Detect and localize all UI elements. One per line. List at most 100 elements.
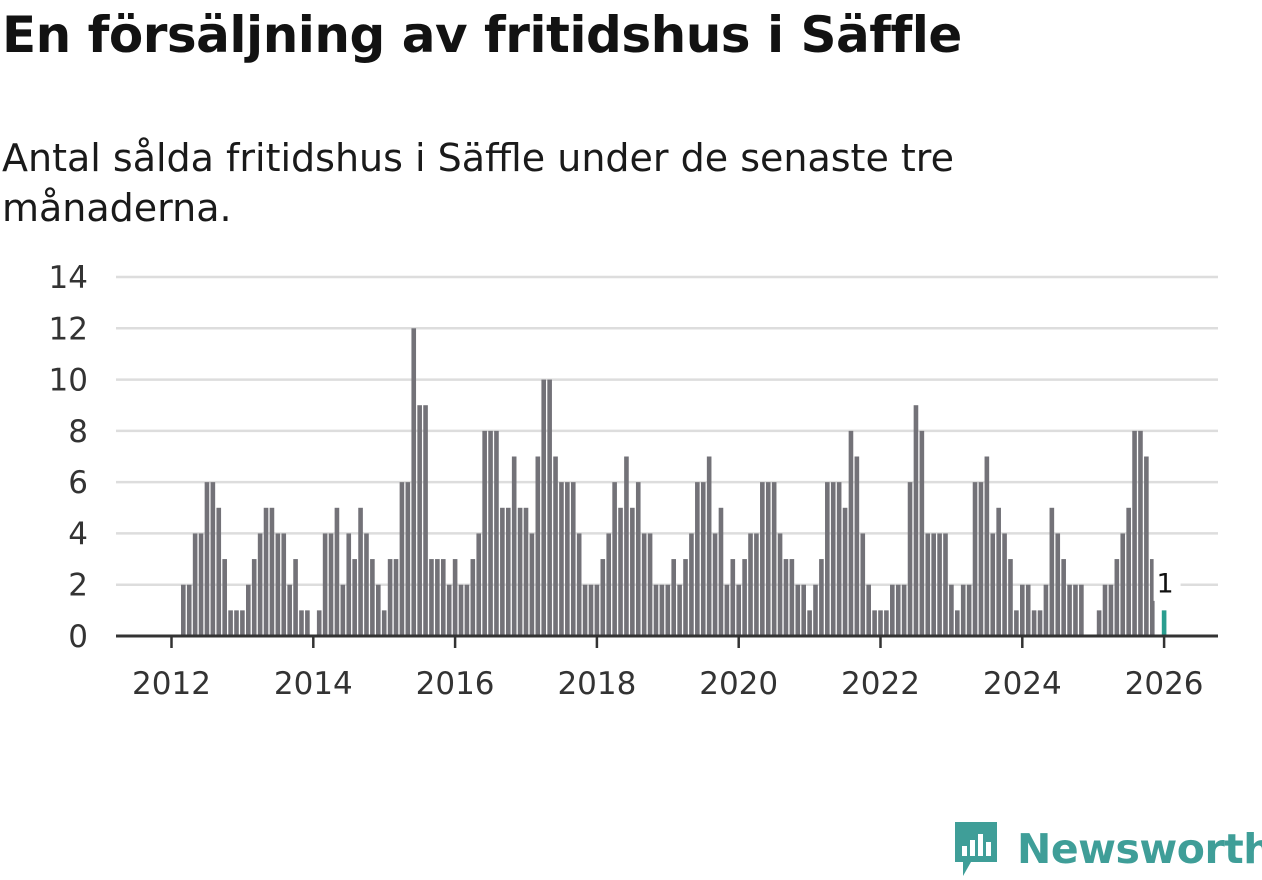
bar xyxy=(263,507,269,636)
bar xyxy=(624,456,629,636)
bar xyxy=(742,559,747,636)
bar xyxy=(186,584,192,636)
bar xyxy=(435,559,440,636)
bar xyxy=(458,584,464,636)
newsworthy-logo[interactable]: Newsworthy xyxy=(951,818,1262,880)
bar xyxy=(1073,584,1078,636)
bar xyxy=(612,482,617,636)
bar xyxy=(482,430,487,636)
bar xyxy=(736,584,742,636)
bar xyxy=(1120,533,1126,636)
bar xyxy=(872,610,877,636)
x-tick-label: 2014 xyxy=(274,666,353,702)
bar xyxy=(452,559,458,636)
bar xyxy=(399,482,405,636)
bar xyxy=(246,584,251,636)
bar xyxy=(541,379,547,636)
bar xyxy=(990,533,996,636)
bar xyxy=(511,456,517,636)
bar xyxy=(1037,610,1043,636)
bar xyxy=(1020,584,1025,636)
bar xyxy=(819,559,824,636)
y-tick-label: 4 xyxy=(68,516,88,552)
bar xyxy=(1043,584,1049,636)
bar xyxy=(860,533,866,636)
bar xyxy=(234,610,239,636)
bar xyxy=(689,533,694,636)
x-tick-label: 2026 xyxy=(1125,666,1204,702)
bar xyxy=(1096,610,1102,636)
bar xyxy=(836,482,842,636)
bar xyxy=(446,584,452,636)
bar xyxy=(570,482,576,636)
annotation-callout xyxy=(1153,557,1181,610)
bars xyxy=(181,328,1167,636)
bar xyxy=(700,482,706,636)
bar xyxy=(228,610,233,636)
bar xyxy=(618,507,623,636)
bar xyxy=(417,405,422,636)
bar xyxy=(405,482,411,636)
bar xyxy=(559,482,564,636)
bar xyxy=(1132,430,1137,636)
bar xyxy=(760,482,765,636)
bar xyxy=(582,584,588,636)
bar xyxy=(316,610,322,636)
bar xyxy=(594,584,600,636)
bar xyxy=(505,507,511,636)
bar xyxy=(878,610,883,636)
annotation-label: 1 xyxy=(1157,568,1174,599)
bar xyxy=(949,584,954,636)
newsworthy-logo-icon xyxy=(955,822,997,876)
bar xyxy=(600,559,606,636)
bar xyxy=(411,328,417,636)
bar xyxy=(275,533,281,636)
bar xyxy=(387,559,393,636)
bar xyxy=(630,507,635,636)
bar xyxy=(901,584,907,636)
bar xyxy=(695,482,700,636)
highlight-annotation: 1 xyxy=(1153,557,1181,610)
x-axis: 2012 2014 2016 2018 2020 2022 2024 2026 xyxy=(132,636,1204,702)
bar xyxy=(955,610,960,636)
bar xyxy=(1014,610,1019,636)
bar xyxy=(181,584,186,636)
bar xyxy=(795,584,801,636)
x-tick-label: 2022 xyxy=(841,666,920,702)
brand-name: Newsworthy xyxy=(1017,825,1262,873)
bar xyxy=(665,584,671,636)
bar xyxy=(565,482,570,636)
bar xyxy=(801,584,806,636)
bar xyxy=(647,533,653,636)
bar xyxy=(1114,559,1120,636)
bar xyxy=(523,507,529,636)
bar xyxy=(907,482,913,636)
y-tick-label: 8 xyxy=(68,414,88,450)
bar xyxy=(866,584,871,636)
bar xyxy=(210,482,216,636)
bar xyxy=(771,482,777,636)
bar xyxy=(854,456,860,636)
bar xyxy=(588,584,594,636)
bar xyxy=(925,533,931,636)
bar xyxy=(535,456,541,636)
bar xyxy=(470,559,476,636)
y-tick-label: 6 xyxy=(68,465,88,501)
bar xyxy=(984,456,990,636)
bar xyxy=(346,533,352,636)
bar xyxy=(305,610,310,636)
bar xyxy=(765,482,771,636)
bar xyxy=(488,430,493,636)
bar xyxy=(364,533,369,636)
bar xyxy=(322,533,328,636)
bar xyxy=(547,379,552,636)
gridlines xyxy=(116,275,1218,586)
bar xyxy=(293,559,298,636)
bar xyxy=(476,533,482,636)
bar xyxy=(1108,584,1114,636)
bar xyxy=(1067,584,1072,636)
bar xyxy=(730,559,736,636)
y-axis: 0 2 4 6 8 10 12 14 xyxy=(49,260,88,655)
bar xyxy=(1149,559,1155,636)
